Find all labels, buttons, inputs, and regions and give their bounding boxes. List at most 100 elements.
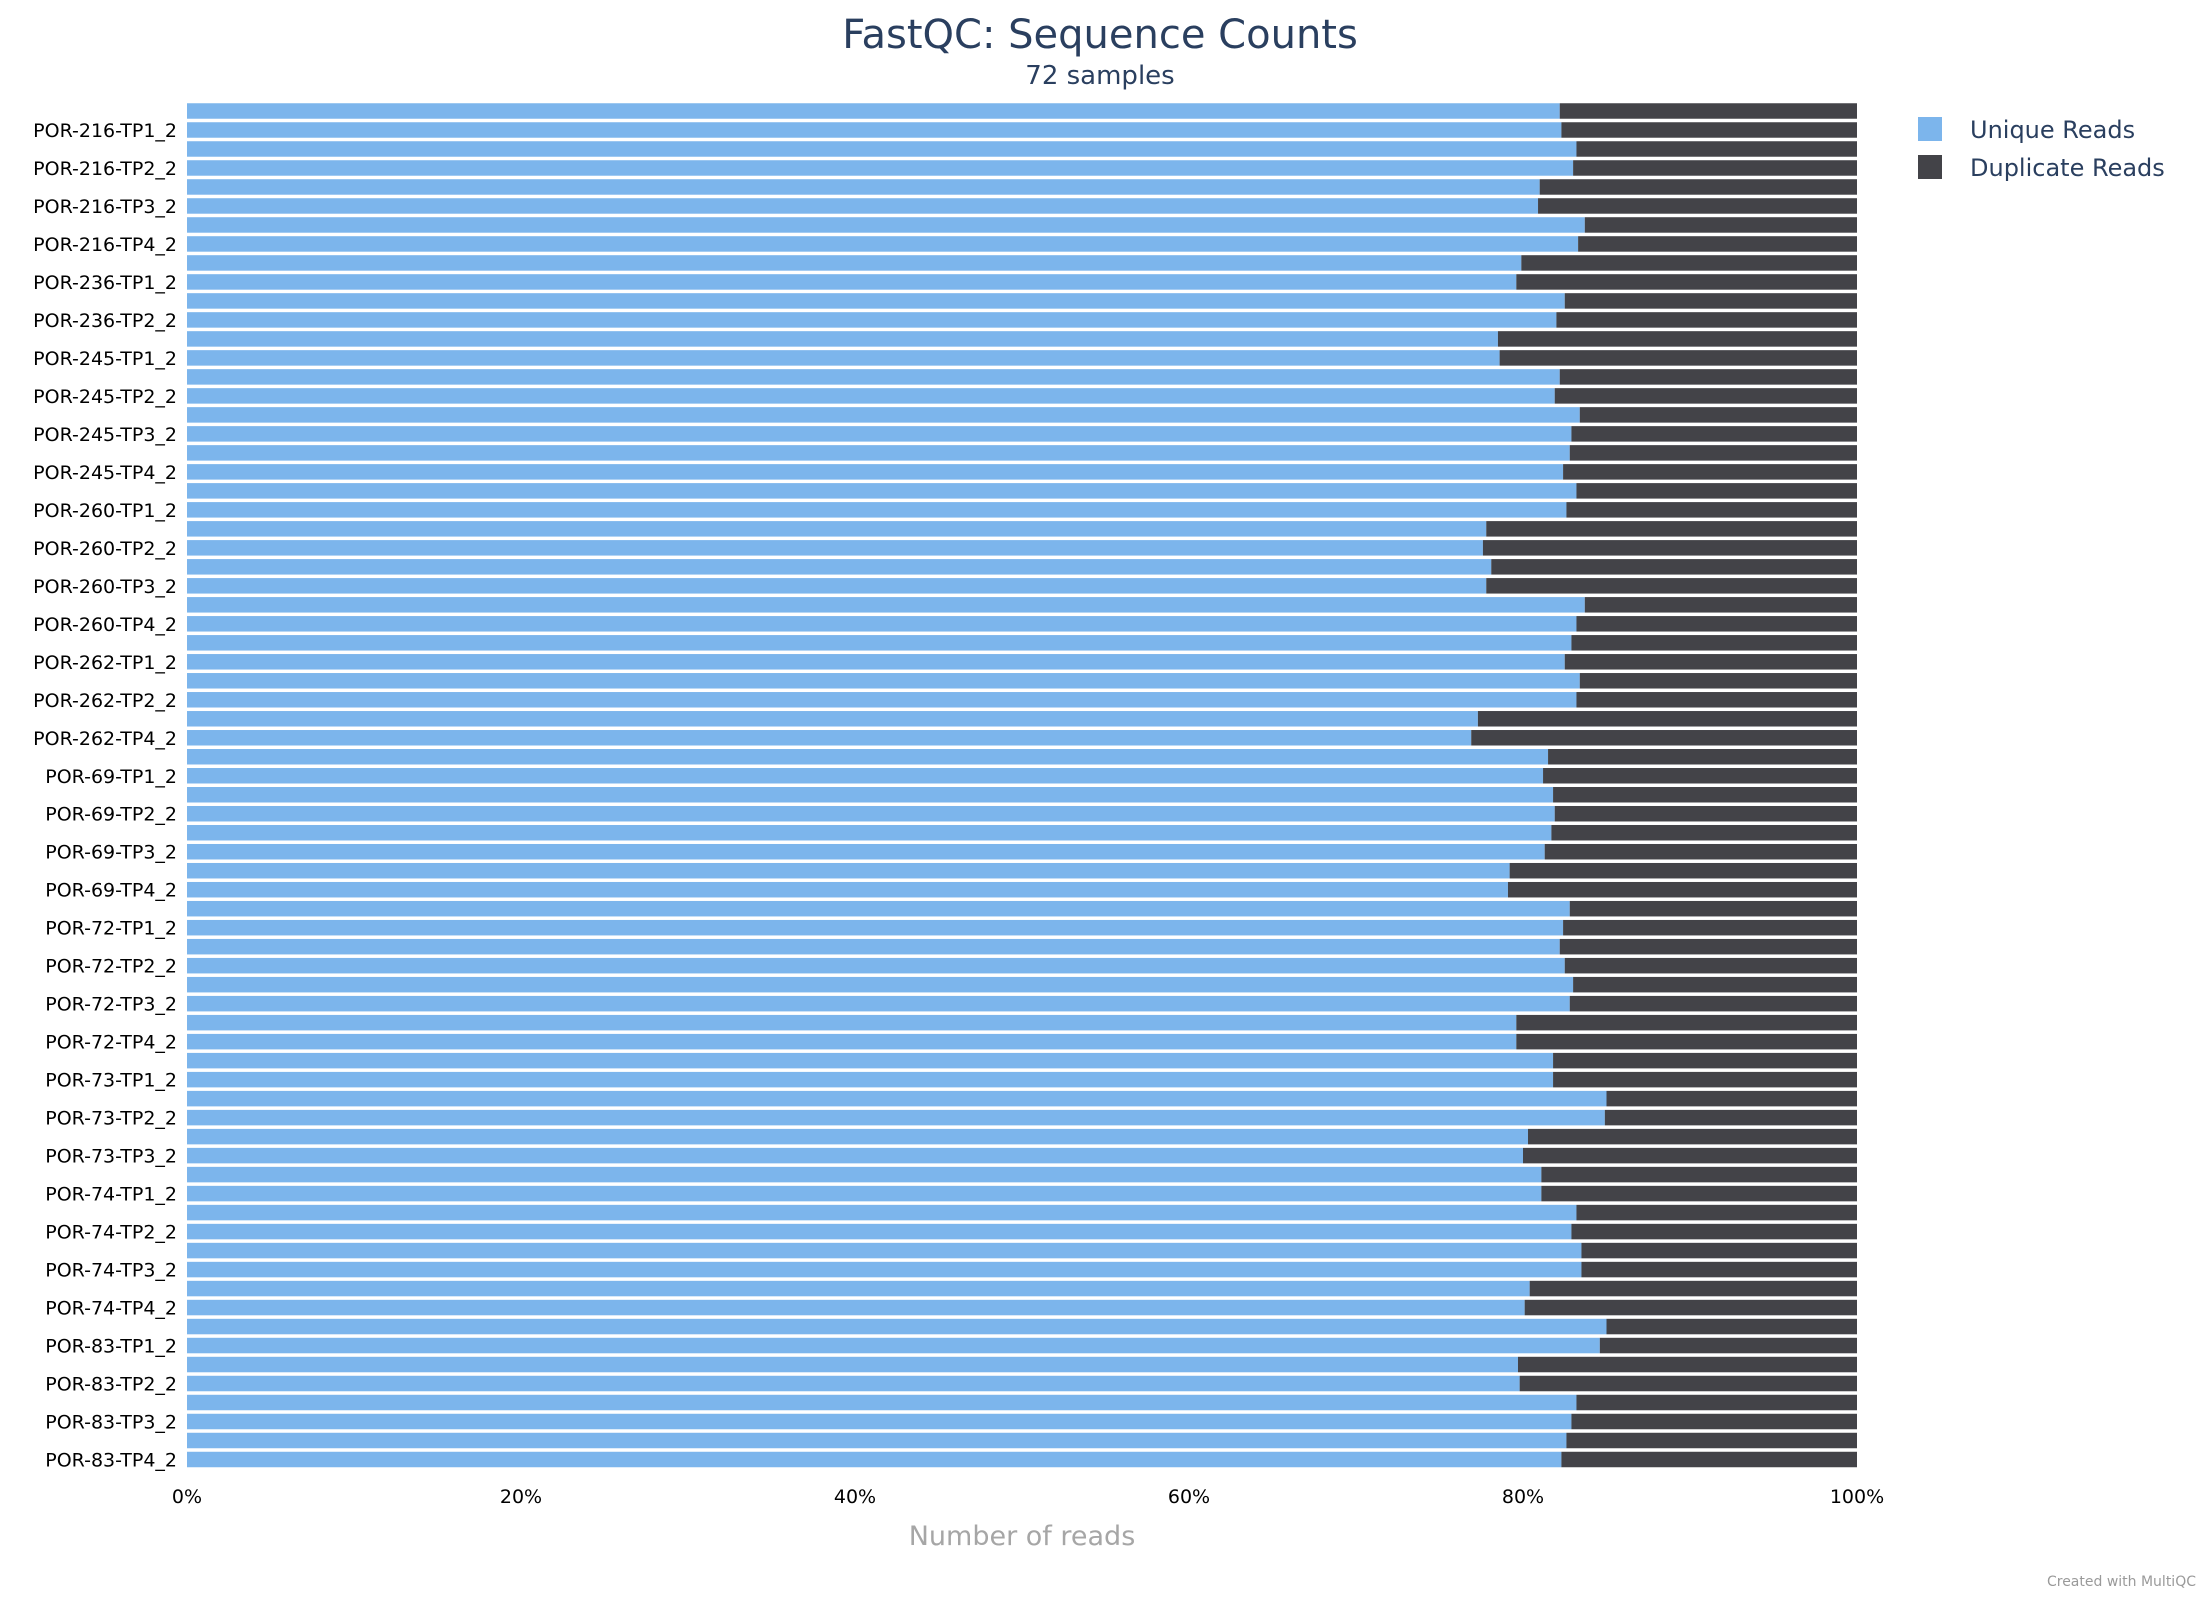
bar-segment-unique[interactable] [187, 103, 1560, 119]
bar-segment-unique[interactable] [187, 198, 1539, 214]
bar-segment-unique[interactable] [187, 1128, 1529, 1145]
bar-segment-duplicate[interactable] [1604, 1109, 1857, 1126]
bar-segment-unique[interactable] [187, 976, 1574, 993]
bar-segment-unique[interactable] [187, 711, 1478, 727]
bar-segment-unique[interactable] [187, 407, 1580, 423]
bar-segment-unique[interactable] [187, 369, 1560, 385]
bar-segment-unique[interactable] [187, 540, 1483, 556]
bar-segment-unique[interactable] [187, 1014, 1517, 1031]
bar-segment-duplicate[interactable] [1559, 103, 1857, 119]
bar-segment-unique[interactable] [187, 1033, 1517, 1050]
bar-segment-duplicate[interactable] [1561, 1451, 1857, 1468]
bar-segment-duplicate[interactable] [1486, 578, 1857, 594]
bar-segment-duplicate[interactable] [1606, 1090, 1858, 1107]
bar-segment-duplicate[interactable] [1543, 768, 1857, 784]
bar-segment-unique[interactable] [187, 521, 1487, 537]
bar-segment-unique[interactable] [187, 160, 1574, 176]
bar-segment-unique[interactable] [187, 957, 1565, 974]
bar-segment-unique[interactable] [187, 1071, 1554, 1088]
bar-segment-unique[interactable] [187, 445, 1570, 461]
bar-segment-duplicate[interactable] [1559, 369, 1857, 385]
bar-segment-duplicate[interactable] [1529, 1280, 1857, 1297]
bar-segment-unique[interactable] [187, 1166, 1542, 1183]
bar-segment-duplicate[interactable] [1471, 730, 1857, 746]
bar-segment-unique[interactable] [187, 1261, 1582, 1278]
bar-segment-unique[interactable] [187, 578, 1487, 594]
bar-segment-unique[interactable] [187, 1451, 1562, 1468]
bar-segment-unique[interactable] [187, 350, 1500, 366]
bar-segment-unique[interactable] [187, 255, 1522, 271]
bar-segment-duplicate[interactable] [1571, 635, 1857, 651]
bar-segment-unique[interactable] [187, 1052, 1554, 1069]
bar-segment-unique[interactable] [187, 1337, 1600, 1354]
bar-segment-duplicate[interactable] [1571, 426, 1857, 442]
bar-segment-duplicate[interactable] [1584, 217, 1857, 233]
bar-segment-duplicate[interactable] [1553, 1071, 1857, 1088]
bar-segment-duplicate[interactable] [1581, 1242, 1857, 1259]
bar-segment-duplicate[interactable] [1578, 236, 1857, 252]
bar-segment-duplicate[interactable] [1516, 1033, 1857, 1050]
bar-segment-unique[interactable] [187, 1090, 1607, 1107]
bar-segment-unique[interactable] [187, 293, 1565, 309]
bar-segment-duplicate[interactable] [1482, 540, 1857, 556]
bar-segment-unique[interactable] [187, 1223, 1572, 1240]
bar-segment-duplicate[interactable] [1516, 1014, 1857, 1031]
bar-segment-unique[interactable] [187, 1299, 1525, 1316]
bar-segment-unique[interactable] [187, 1185, 1542, 1202]
bar-segment-unique[interactable] [187, 919, 1564, 936]
legend-item-label[interactable]: Unique Reads [1970, 116, 2135, 144]
bar-segment-duplicate[interactable] [1499, 350, 1857, 366]
bar-segment-unique[interactable] [187, 1204, 1577, 1221]
bar-segment-unique[interactable] [187, 938, 1560, 955]
bar-segment-unique[interactable] [187, 881, 1508, 898]
bar-segment-unique[interactable] [187, 1280, 1530, 1297]
bar-segment-unique[interactable] [187, 483, 1577, 499]
bar-segment-duplicate[interactable] [1579, 673, 1857, 689]
bar-segment-unique[interactable] [187, 673, 1580, 689]
bar-segment-duplicate[interactable] [1576, 1394, 1857, 1411]
bar-segment-unique[interactable] [187, 730, 1472, 746]
bar-segment-duplicate[interactable] [1573, 976, 1857, 993]
bar-segment-unique[interactable] [187, 1413, 1572, 1430]
bar-segment-unique[interactable] [187, 597, 1585, 613]
bar-segment-unique[interactable] [187, 179, 1540, 195]
legend-swatch[interactable] [1918, 155, 1942, 179]
bar-segment-duplicate[interactable] [1517, 1356, 1857, 1373]
bar-segment-unique[interactable] [187, 805, 1555, 822]
bar-segment-unique[interactable] [187, 862, 1510, 879]
bar-segment-unique[interactable] [187, 1432, 1567, 1449]
bar-segment-duplicate[interactable] [1509, 862, 1857, 879]
bar-segment-duplicate[interactable] [1497, 331, 1857, 347]
bar-segment-duplicate[interactable] [1544, 843, 1857, 860]
bar-segment-duplicate[interactable] [1519, 1375, 1857, 1392]
bar-segment-duplicate[interactable] [1569, 900, 1857, 917]
bar-segment-duplicate[interactable] [1521, 255, 1857, 271]
bar-segment-duplicate[interactable] [1554, 805, 1857, 822]
bar-segment-unique[interactable] [187, 388, 1555, 404]
bar-segment-duplicate[interactable] [1576, 616, 1857, 632]
bar-segment-unique[interactable] [187, 502, 1567, 518]
bar-segment-unique[interactable] [187, 559, 1492, 575]
bar-segment-duplicate[interactable] [1576, 483, 1857, 499]
legend-swatch[interactable] [1918, 117, 1942, 141]
bar-segment-duplicate[interactable] [1561, 122, 1857, 138]
bar-segment-duplicate[interactable] [1581, 1261, 1857, 1278]
bar-segment-unique[interactable] [187, 1375, 1520, 1392]
bar-segment-duplicate[interactable] [1564, 293, 1857, 309]
bar-segment-duplicate[interactable] [1528, 1128, 1857, 1145]
bar-segment-duplicate[interactable] [1556, 312, 1857, 328]
bar-segment-duplicate[interactable] [1553, 787, 1857, 803]
bar-segment-unique[interactable] [187, 843, 1545, 860]
bar-segment-unique[interactable] [187, 768, 1544, 784]
bar-segment-duplicate[interactable] [1564, 957, 1857, 974]
bar-segment-duplicate[interactable] [1507, 881, 1857, 898]
bar-segment-duplicate[interactable] [1571, 1223, 1857, 1240]
bar-segment-unique[interactable] [187, 1147, 1523, 1164]
bar-segment-duplicate[interactable] [1584, 597, 1857, 613]
bar-segment-duplicate[interactable] [1523, 1147, 1857, 1164]
bar-segment-duplicate[interactable] [1551, 824, 1857, 841]
bar-segment-duplicate[interactable] [1569, 995, 1857, 1012]
bar-segment-unique[interactable] [187, 236, 1579, 252]
bar-segment-duplicate[interactable] [1559, 938, 1857, 955]
bar-segment-duplicate[interactable] [1563, 919, 1857, 936]
